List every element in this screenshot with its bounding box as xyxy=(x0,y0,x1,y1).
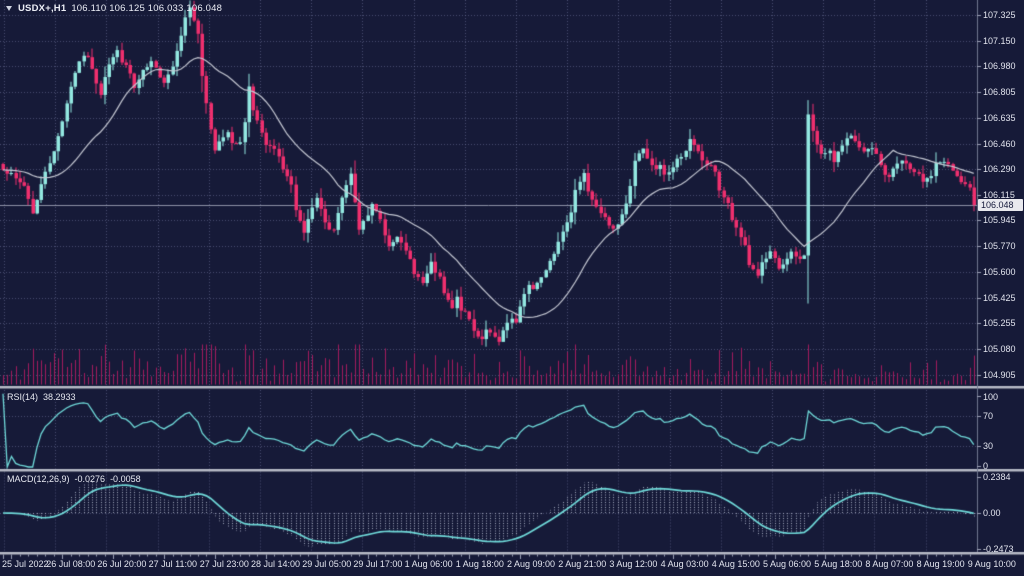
macd-value-main: -0.0276 xyxy=(74,474,106,484)
rsi-indicator-label: RSI(14) 38.2933 xyxy=(7,392,76,402)
macd-value-signal: -0.0058 xyxy=(110,474,141,484)
current-price-tag: 106.048 xyxy=(978,199,1023,211)
macd-indicator-label: MACD(12,26,9) -0.0276 -0.0058 xyxy=(7,474,141,484)
rsi-name: RSI(14) xyxy=(7,392,39,402)
macd-name: MACD(12,26,9) xyxy=(7,474,70,484)
collapse-triangle-icon[interactable] xyxy=(6,6,12,11)
rsi-value: 38.2933 xyxy=(43,392,76,402)
ohlc-values-label: 106.110 106.125 106.033 106.048 xyxy=(71,3,223,14)
symbol-timeframe-label: USDX+,H1 xyxy=(18,3,67,14)
chart-title: USDX+,H1 106.110 106.125 106.033 106.048 xyxy=(6,3,222,14)
